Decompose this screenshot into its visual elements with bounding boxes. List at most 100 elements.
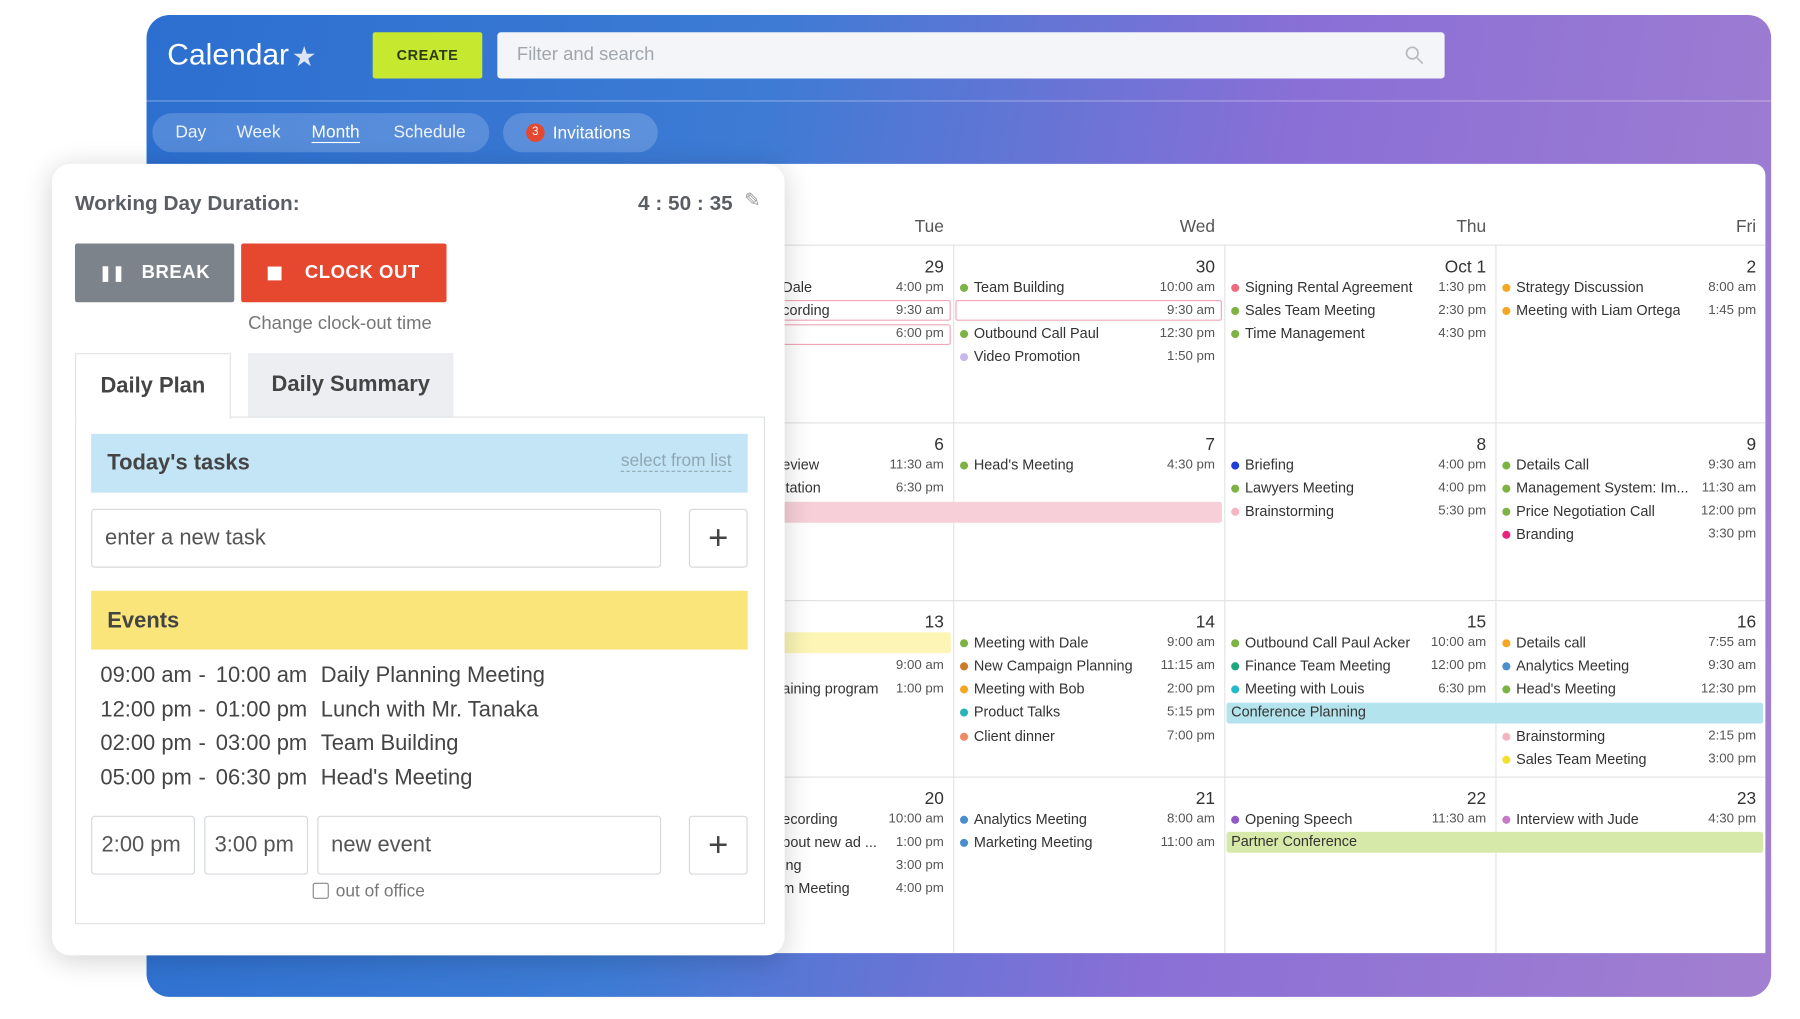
event-end: 06:30 pm <box>215 766 308 791</box>
event-dot <box>959 732 969 741</box>
event-time: 11:30 am <box>1701 480 1757 495</box>
select-from-list[interactable]: select from list <box>620 451 732 472</box>
grid-line <box>680 244 1766 246</box>
create-button[interactable]: CREATE <box>372 32 483 79</box>
event-dot <box>1231 638 1240 647</box>
event-name: ltation <box>782 479 821 496</box>
day-number: 23 <box>1736 789 1757 809</box>
invitations-button[interactable]: 3 Invitations <box>503 113 658 153</box>
event-name: Product Talks <box>973 704 1061 721</box>
clock-out-button[interactable]: CLOCK OUT <box>241 243 447 303</box>
event-separator: - <box>198 663 206 688</box>
event-dot <box>959 353 969 362</box>
tab-content <box>74 416 765 925</box>
event-dot <box>1502 662 1511 671</box>
task-input[interactable]: enter a new task <box>91 508 662 568</box>
day-number: 14 <box>1195 612 1215 633</box>
event-dot <box>1502 507 1511 516</box>
day-number: 2 <box>1746 257 1757 277</box>
event-time: 12:00 pm <box>1700 504 1757 519</box>
event-outline <box>955 300 1222 322</box>
event-banner: ng <box>763 632 951 654</box>
event-separator: - <box>198 766 206 791</box>
view-tab[interactable]: Day <box>175 122 207 142</box>
event-time: 6:30 pm <box>895 480 944 495</box>
event-start: 09:00 am <box>100 663 192 688</box>
panel-title: Working Day Duration: <box>74 191 300 215</box>
out-of-office-label: out of office <box>335 881 425 902</box>
day-number: 6 <box>934 434 944 455</box>
event-time: 8:00 am <box>1167 811 1215 826</box>
event-time: 4:30 pm <box>1708 811 1757 826</box>
event-dot <box>959 708 969 717</box>
event-dot <box>1502 283 1511 292</box>
event-dot <box>1502 755 1511 764</box>
day-number: 13 <box>924 612 944 633</box>
event-time: 3:00 pm <box>1708 752 1757 767</box>
weekday-header: Fri <box>1735 216 1757 237</box>
end-value: 3:00 pm <box>214 832 294 857</box>
event-name: Meeting with Louis <box>1244 680 1365 698</box>
event-time: 9:30 am <box>1708 457 1757 472</box>
event-name: eview <box>782 456 820 473</box>
day-number: 30 <box>1195 257 1215 277</box>
event-name: Analytics Meeting <box>973 810 1087 827</box>
event-name: aining program <box>782 680 879 698</box>
break-button[interactable]: ❚❚ BREAK <box>74 243 235 303</box>
separator <box>146 100 1772 102</box>
event-start: 12:00 pm <box>100 697 192 722</box>
day-number: 15 <box>1466 612 1487 633</box>
day-number: 29 <box>924 257 944 277</box>
event-time: 1:00 pm <box>895 682 944 696</box>
event-name-input[interactable]: new event <box>317 815 662 875</box>
add-event-button[interactable]: + <box>688 815 748 875</box>
event-name: Daily Planning Meeting <box>320 663 546 688</box>
change-link[interactable]: Change clock-out time <box>248 313 432 334</box>
event-dot <box>959 685 969 694</box>
event-dot <box>959 330 969 339</box>
event-time: 11:30 am <box>1431 811 1487 826</box>
event-dot <box>1231 815 1240 824</box>
grid-line <box>680 422 1766 424</box>
add-task-button[interactable]: + <box>688 508 748 568</box>
end-input[interactable]: 3:00 pm <box>204 815 309 875</box>
start-input[interactable]: 2:00 pm <box>91 815 195 875</box>
event-name: Partner Conference <box>1231 833 1358 850</box>
grid-line <box>680 599 1766 602</box>
event-time: 9:00 am <box>895 658 944 673</box>
event-time: 5:30 pm <box>1438 504 1487 519</box>
event-name: New Campaign Planning <box>973 657 1133 674</box>
event-name: cording <box>782 302 830 319</box>
favorite-star[interactable]: ★ <box>291 41 317 73</box>
event-name: Time Management <box>1244 325 1365 342</box>
month-grid: Tue Wed Thu Fri 29 Dale 4:00 pm cording 9:30 am 6… <box>680 163 1766 954</box>
view-tab[interactable]: Month <box>311 122 360 144</box>
event-time: 12:00 pm <box>1430 658 1487 673</box>
event-name: Brainstorming <box>1244 503 1334 520</box>
edit-icon[interactable]: ✎ <box>744 189 761 212</box>
break-label: BREAK <box>141 262 211 283</box>
weekday-header: Tue <box>914 216 944 237</box>
search-box[interactable]: Filter and search <box>497 32 1445 79</box>
day-number: 22 <box>1466 789 1487 809</box>
event-time: 7:00 pm <box>1167 728 1215 743</box>
event-name: Outbound Call Paul <box>973 325 1099 342</box>
event-name: Analytics Meeting <box>1516 657 1630 674</box>
event-dot <box>1231 662 1240 671</box>
stop-icon <box>267 265 282 280</box>
view-tab[interactable]: Schedule <box>393 122 466 142</box>
tab-daily-summary[interactable]: Daily Summary <box>248 353 454 417</box>
out-of-office-checkbox[interactable] <box>312 882 329 899</box>
pause-icon: ❚❚ <box>99 263 126 281</box>
event-dot <box>1502 531 1511 540</box>
event-separator: - <box>198 731 206 757</box>
view-tab[interactable]: Week <box>236 122 281 142</box>
view-tabs: Day Week Month Schedule <box>152 113 490 153</box>
events-header: Events <box>91 590 748 650</box>
event-time: 8:00 am <box>1708 279 1757 294</box>
tab-daily-plan[interactable]: Daily Plan <box>74 353 231 419</box>
event-name: Dale <box>782 278 812 295</box>
day-number: 16 <box>1736 612 1757 633</box>
